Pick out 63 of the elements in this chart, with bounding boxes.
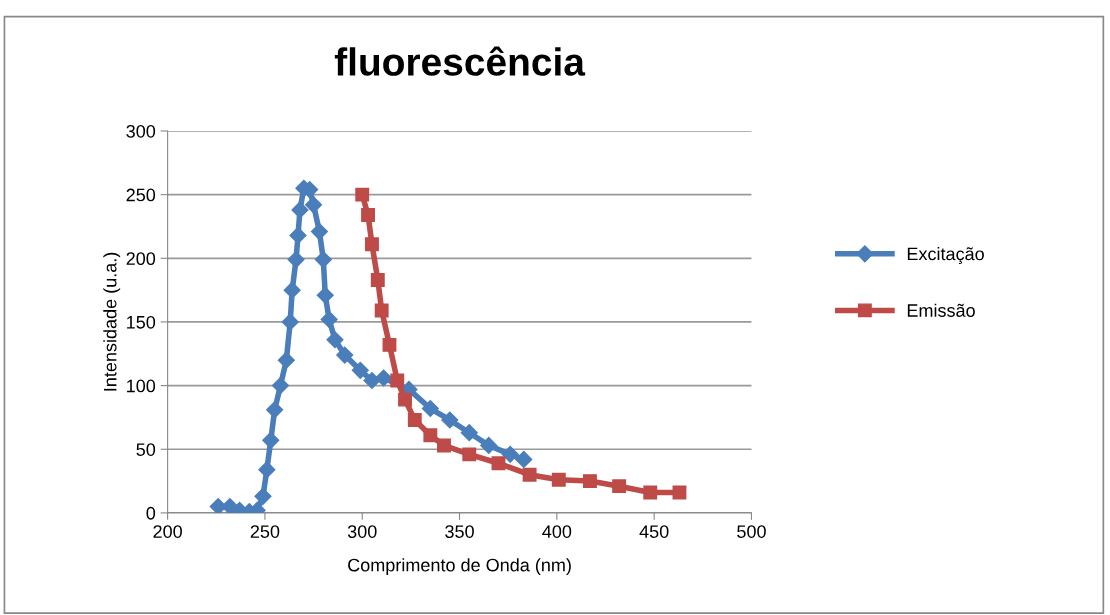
point <box>460 424 478 442</box>
x-tick-label: 250 <box>250 525 280 538</box>
x-tick-label: 300 <box>347 525 377 538</box>
point <box>310 223 328 241</box>
y-tick-label: 300 <box>126 124 156 138</box>
point <box>441 411 459 429</box>
point <box>363 371 381 390</box>
point <box>501 445 519 463</box>
point <box>289 226 307 244</box>
y-tick-label: 0 <box>146 506 156 520</box>
point <box>480 436 498 454</box>
y-axis-title: Intensidade (u.a.) <box>103 252 121 391</box>
x-tick-label: 200 <box>153 525 182 538</box>
point <box>258 461 276 479</box>
point <box>423 428 438 443</box>
point <box>398 392 412 407</box>
legend-label: Emissão <box>907 303 975 317</box>
point <box>262 431 280 449</box>
point <box>375 369 393 387</box>
legend-label: Excitação <box>907 247 984 264</box>
point <box>277 351 295 369</box>
point <box>491 456 506 471</box>
y-tick-label: 200 <box>126 252 156 266</box>
point <box>271 377 290 395</box>
point <box>407 413 422 427</box>
point <box>643 485 658 500</box>
x-axis-title: Comprimento de Onda (nm) <box>348 558 571 576</box>
point <box>287 251 305 269</box>
x-tick-label: 350 <box>445 525 474 538</box>
point <box>582 474 597 489</box>
point <box>551 472 566 487</box>
point <box>316 286 334 304</box>
y-tick-label: 100 <box>127 379 156 393</box>
point <box>462 447 477 462</box>
point <box>266 401 284 419</box>
point <box>370 272 385 287</box>
point <box>361 208 376 222</box>
point <box>612 479 627 494</box>
point <box>291 201 309 219</box>
point <box>326 331 344 349</box>
point <box>351 361 369 379</box>
y-tick-label: 50 <box>136 443 156 456</box>
point <box>437 438 451 453</box>
chart-title: fluorescência <box>334 46 586 76</box>
point <box>281 313 299 331</box>
x-tick-label: 400 <box>542 525 572 538</box>
point <box>254 487 272 505</box>
point <box>365 237 379 252</box>
point <box>515 450 533 468</box>
point <box>305 196 323 214</box>
point <box>336 346 354 364</box>
point <box>283 281 301 299</box>
point <box>355 187 370 202</box>
point <box>522 467 537 482</box>
point <box>374 303 389 318</box>
point <box>421 399 439 418</box>
point <box>320 310 338 328</box>
y-tick-label: 150 <box>127 315 156 329</box>
point <box>390 373 405 388</box>
x-tick-label: 450 <box>639 525 669 538</box>
x-tick-label: 500 <box>737 525 766 538</box>
y-tick-label: 250 <box>126 188 156 202</box>
point <box>382 337 397 352</box>
